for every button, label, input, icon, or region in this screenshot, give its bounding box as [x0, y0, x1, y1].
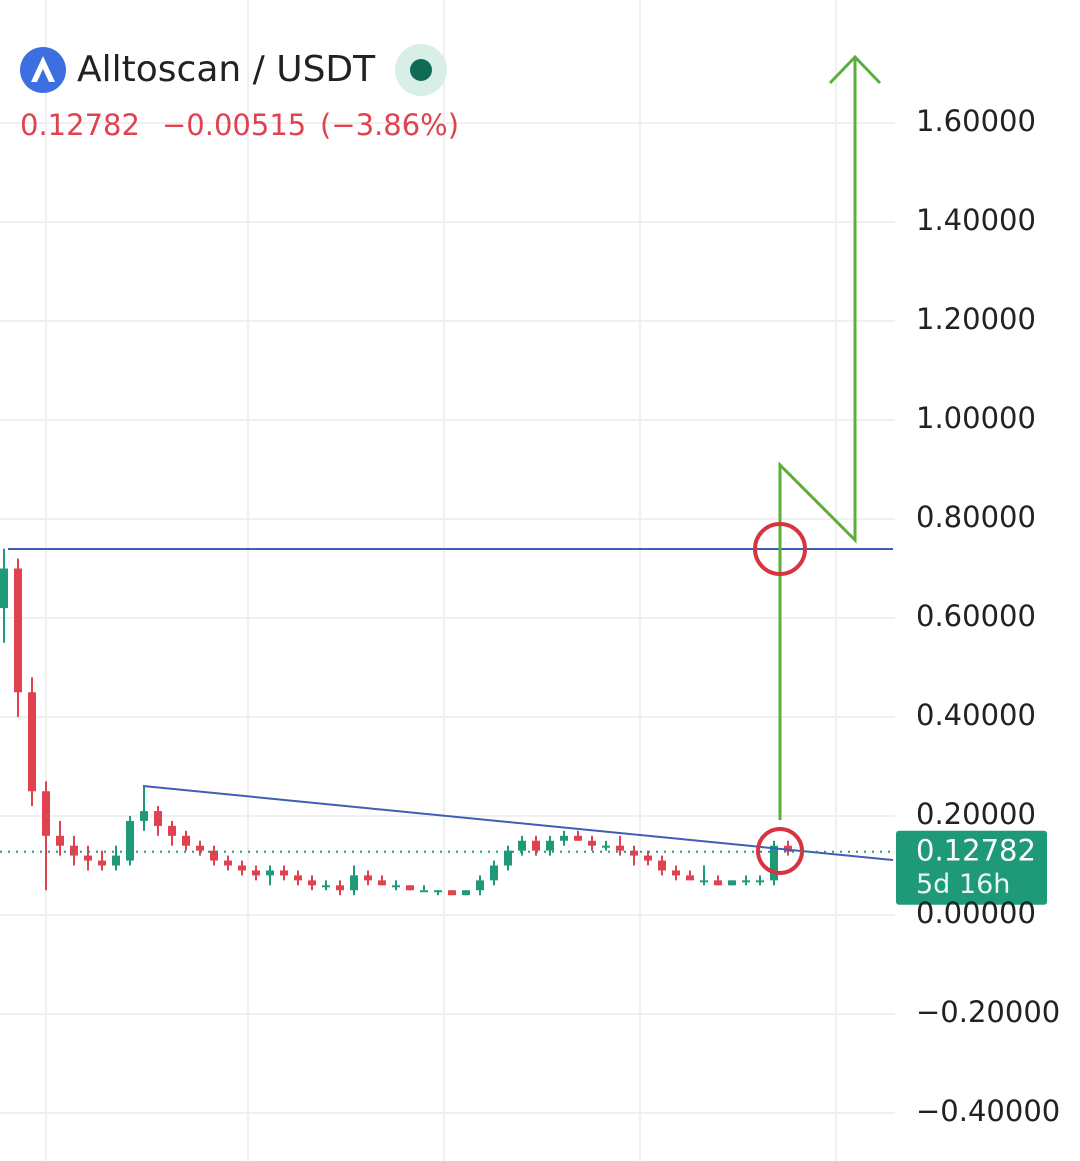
candle-body [350, 875, 358, 891]
candle-body [588, 840, 596, 846]
y-tick-label: 1.00000 [916, 401, 1036, 435]
candle-body [154, 811, 162, 826]
candle-body [462, 890, 470, 896]
candle-body [196, 845, 204, 851]
candle-body [700, 880, 708, 883]
candle-body [448, 890, 456, 896]
y-tick-label: 1.20000 [916, 302, 1036, 336]
candle-body [378, 880, 386, 886]
status-dot [410, 59, 432, 81]
candle-body [112, 855, 120, 866]
y-tick-label: 0.60000 [916, 599, 1036, 633]
candle-body [756, 880, 764, 883]
candle-body [490, 865, 498, 881]
last-price: 0.12782 [20, 108, 140, 142]
candle-body [140, 811, 148, 821]
breakout-circle [753, 522, 807, 576]
change: −0.00515 [162, 108, 306, 142]
candle-body [238, 865, 246, 871]
candle-body [98, 860, 106, 866]
candle-body [266, 870, 274, 876]
y-tick-label: 0.80000 [916, 500, 1036, 534]
y-tick-label: 0.00000 [916, 896, 1036, 930]
candle-body [504, 850, 512, 866]
arrow-head [828, 54, 882, 85]
candle-body [518, 840, 526, 851]
candle-body [84, 855, 92, 861]
trend-line [142, 785, 894, 861]
candle-body [0, 568, 8, 609]
y-tick-label: −0.40000 [916, 1094, 1060, 1128]
vertical-grid [45, 0, 837, 1161]
candle-body [574, 835, 582, 841]
candle-body [546, 840, 554, 851]
candle-body [658, 860, 666, 871]
candle-body [182, 835, 190, 846]
y-tick-label: 0.20000 [916, 797, 1036, 831]
candle-body [476, 880, 484, 891]
candle-body [28, 692, 36, 792]
candle-body [616, 845, 624, 851]
candle-body [322, 885, 330, 888]
candle-body [672, 870, 680, 876]
candle-body [728, 880, 736, 886]
title: Alltoscan / USDT [77, 49, 376, 90]
countdown: 5d 16h [916, 869, 1010, 900]
candle-body [434, 890, 442, 893]
candle-body [644, 855, 652, 861]
horizontal-grid [0, 122, 895, 1114]
y-tick-label: 1.60000 [916, 104, 1036, 138]
candle-body [770, 845, 778, 881]
candle-body [14, 568, 22, 693]
candle-body [252, 870, 260, 876]
candle-body [364, 875, 372, 881]
logo-mark [31, 56, 55, 82]
candle-body [280, 870, 288, 876]
candle-body [294, 875, 302, 881]
candle-body [168, 825, 176, 836]
y-tick-label: −0.20000 [916, 995, 1060, 1029]
y-tick-label: 0.40000 [916, 698, 1036, 732]
candles [0, 548, 792, 896]
candle-body [686, 875, 694, 881]
candle-body [406, 885, 414, 891]
candle-body [126, 820, 134, 861]
candle-body [224, 860, 232, 866]
candle-body [714, 880, 722, 886]
candle-body [308, 880, 316, 886]
candle-body [336, 885, 344, 891]
change-percent: (−3.86%) [320, 108, 459, 142]
candle-body [70, 845, 78, 856]
y-tick-label: 1.40000 [916, 203, 1036, 237]
logo [20, 47, 66, 93]
candle-body [560, 835, 568, 841]
last-price-label: 0.12782 [916, 834, 1036, 868]
candle-body [532, 840, 540, 851]
candle-body [42, 791, 50, 836]
candle-body [210, 850, 218, 861]
candle-body [56, 835, 64, 846]
candle-body [602, 845, 610, 848]
candle-body [420, 890, 428, 893]
candle-body [630, 850, 638, 856]
y-axis: −0.40000 −0.20000 0.00000 0.20000 0.40000 0.6… [916, 104, 1060, 1128]
projection-arrow [778, 58, 857, 820]
candle-body [742, 880, 750, 883]
last-price-box [896, 830, 1047, 905]
candle-body [392, 885, 400, 888]
